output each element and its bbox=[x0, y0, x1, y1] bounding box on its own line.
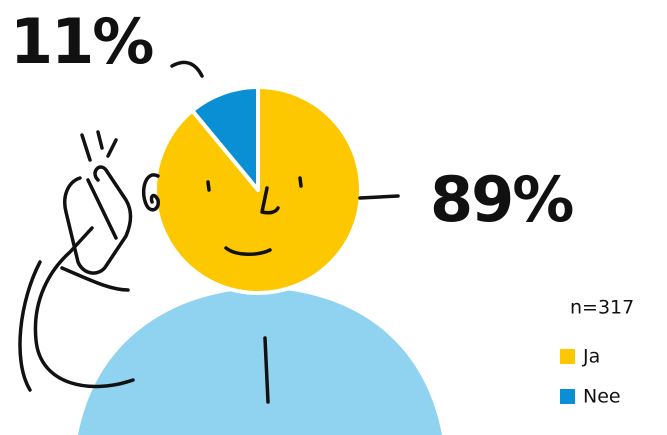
pie bbox=[153, 85, 363, 295]
legend-swatch bbox=[560, 349, 575, 364]
annotation: n=317 bbox=[570, 297, 634, 319]
value-label: 89% bbox=[430, 163, 573, 236]
pointer-line bbox=[170, 60, 204, 78]
legend-label: Nee bbox=[583, 386, 621, 408]
value-label: 11% bbox=[10, 5, 153, 78]
arm-illustration bbox=[18, 130, 135, 392]
pie-slice bbox=[190, 85, 260, 192]
pointer-line bbox=[358, 194, 400, 200]
legend-label: Ja bbox=[582, 346, 600, 368]
body-line bbox=[263, 336, 270, 404]
legend-swatch bbox=[560, 389, 575, 404]
face-illustration bbox=[141, 173, 303, 256]
body-illustration bbox=[78, 288, 442, 435]
